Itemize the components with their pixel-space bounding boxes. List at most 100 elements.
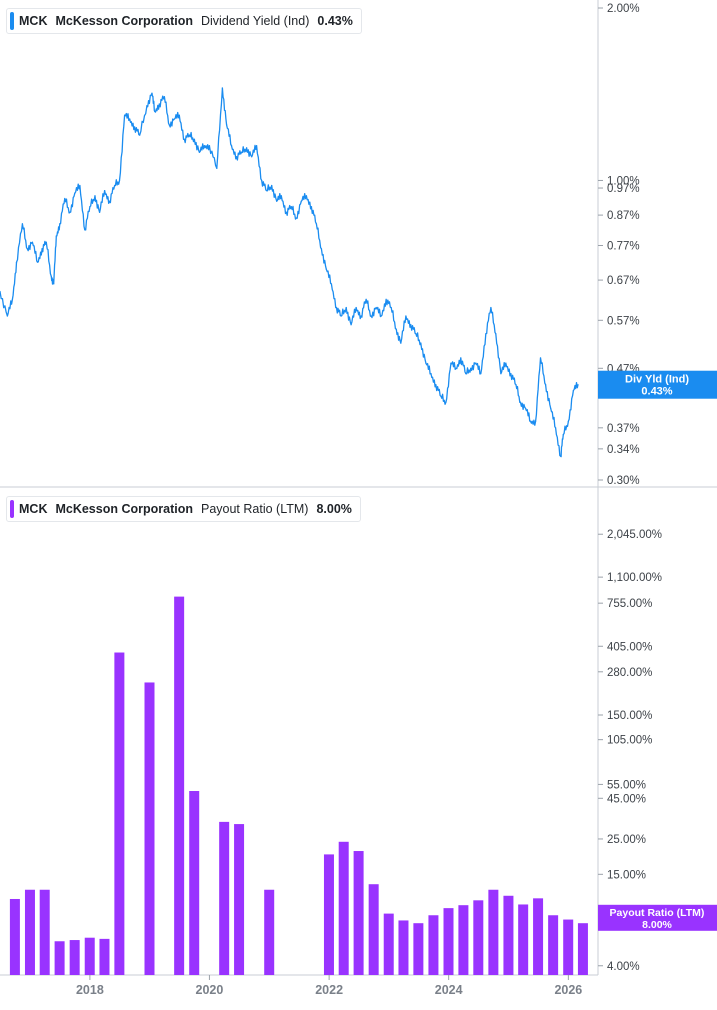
dividend-yield-point [340,315,342,317]
dividend-yield-point [480,373,482,375]
payout-ratio-bar [518,904,529,975]
dividend-yield-point [505,362,507,364]
x-tick-label: 2018 [76,983,104,997]
dividend-yield-point [425,362,427,364]
dividend-yield-point [300,200,302,202]
y-tick-label: 0.67% [607,275,640,287]
payout-ratio-bar [114,652,125,975]
top-legend-metric: Dividend Yield (Ind) [200,14,310,28]
top-legend-value: 0.43% [317,14,353,28]
top-legend-company: McKesson Corporation [55,14,193,28]
dividend-yield-point [163,96,166,98]
dividend-yield-point [271,184,273,187]
payout-ratio-callout-label: Payout Ratio (LTM) [610,907,705,919]
payout-ratio-callout-value: 8.00% [642,919,672,931]
dividend-yield-point [545,384,547,386]
dividend-yield-point [193,138,195,140]
dividend-yield-point [519,401,522,403]
payout-ratio-bar [323,854,334,975]
payout-ratio-bar [458,905,469,975]
dividend-yield-point [173,118,175,120]
dividend-yield-point [430,373,432,375]
dividend-yield-point [395,328,397,330]
y-tick-label: 0.34% [607,444,640,456]
dividend-yield-point [280,195,282,197]
dividend-yield-point [560,455,562,457]
payout-ratio-bar [488,889,499,975]
dividend-yield-point [539,357,542,359]
payout-ratio-bar [548,915,559,975]
dividend-yield-point [146,105,148,107]
dividend-yield-point [310,206,313,208]
payout-ratio-callout [598,904,717,931]
x-tick-label: 2022 [315,983,343,997]
dividend-yield-point [261,179,263,182]
dividend-yield-point [345,306,347,309]
dividend-yield-point [335,306,338,309]
dividend-yield-point [246,147,248,149]
dividend-yield-line [0,87,579,458]
dividend-yield-point [21,223,24,225]
dividend-yield-point [535,420,537,422]
dividend-yield-point [158,103,160,105]
dividend-yield-point [154,110,156,112]
dividend-yield-point [485,333,487,335]
dividend-yield-point [118,179,121,182]
dividend-yield-point [84,229,86,231]
bottom-legend-value: 8.00% [316,502,352,516]
payout-ratio-panel: 2,045.00% 1,100.00% 755.00% 405.00% 280.00% 1… [9,529,717,975]
dividend-yield-point [240,151,243,153]
dividend-yield-point [529,420,532,422]
dividend-yield-callout-value: 0.43% [641,386,672,398]
dividend-yield-point [460,357,462,359]
payout-ratio-bar [9,898,20,975]
dividend-yield-point [375,306,377,309]
payout-ratio-bar [413,923,424,975]
dividend-yield-point [236,156,238,158]
dividend-yield-point [490,306,492,309]
payout-ratio-bar [54,941,65,975]
y-tick-label: 0.77% [607,240,640,252]
dividend-yield-point [577,384,579,386]
dividend-yield-point [295,217,297,219]
dividend-yield-point [69,211,71,213]
y-tick-label: 280.00% [607,667,652,679]
dividend-yield-point [276,200,278,202]
dividend-yield-point [290,206,292,208]
dividend-yield-point [320,248,323,250]
dividend-yield-point [265,190,268,192]
dividend-yield-point [45,241,47,243]
payout-ratio-bar [428,915,439,975]
top-legend-swatch [10,12,14,30]
dividend-yield-point [0,290,1,293]
dividend-yield-point [510,373,512,375]
dividend-yield-point [475,362,477,364]
dividend-yield-point [208,145,211,147]
top-legend: MCK McKesson Corporation Dividend Yield … [6,8,362,34]
dividend-yield-point [203,145,205,147]
dividend-yield-point [440,395,442,397]
dividend-yield-point [365,298,367,300]
dividend-yield-point [79,184,81,187]
dividend-yield-point [325,268,327,270]
dividend-yield-point [420,342,422,344]
payout-ratio-bar [577,923,588,975]
dividend-yield-point [198,151,201,153]
payout-ratio-bar [264,889,275,975]
y-tick-label: 15.00% [607,869,646,881]
y-tick-label: 2.00% [607,3,640,15]
dividend-yield-point [385,298,387,300]
dividend-yield-point [415,333,417,335]
dividend-yield-point [567,420,569,422]
dividend-yield-point [251,156,253,158]
dividend-yield-point [221,87,223,89]
dividend-yield-point [445,401,447,403]
dividend-yield-point [550,407,552,410]
bottom-legend-ticker: MCK [19,502,48,516]
payout-ratio-bar [473,900,484,975]
x-tick-label: 2026 [554,983,582,997]
y-tick-label: 0.30% [607,475,640,487]
bottom-legend-metric: Payout Ratio (LTM) [200,502,309,516]
